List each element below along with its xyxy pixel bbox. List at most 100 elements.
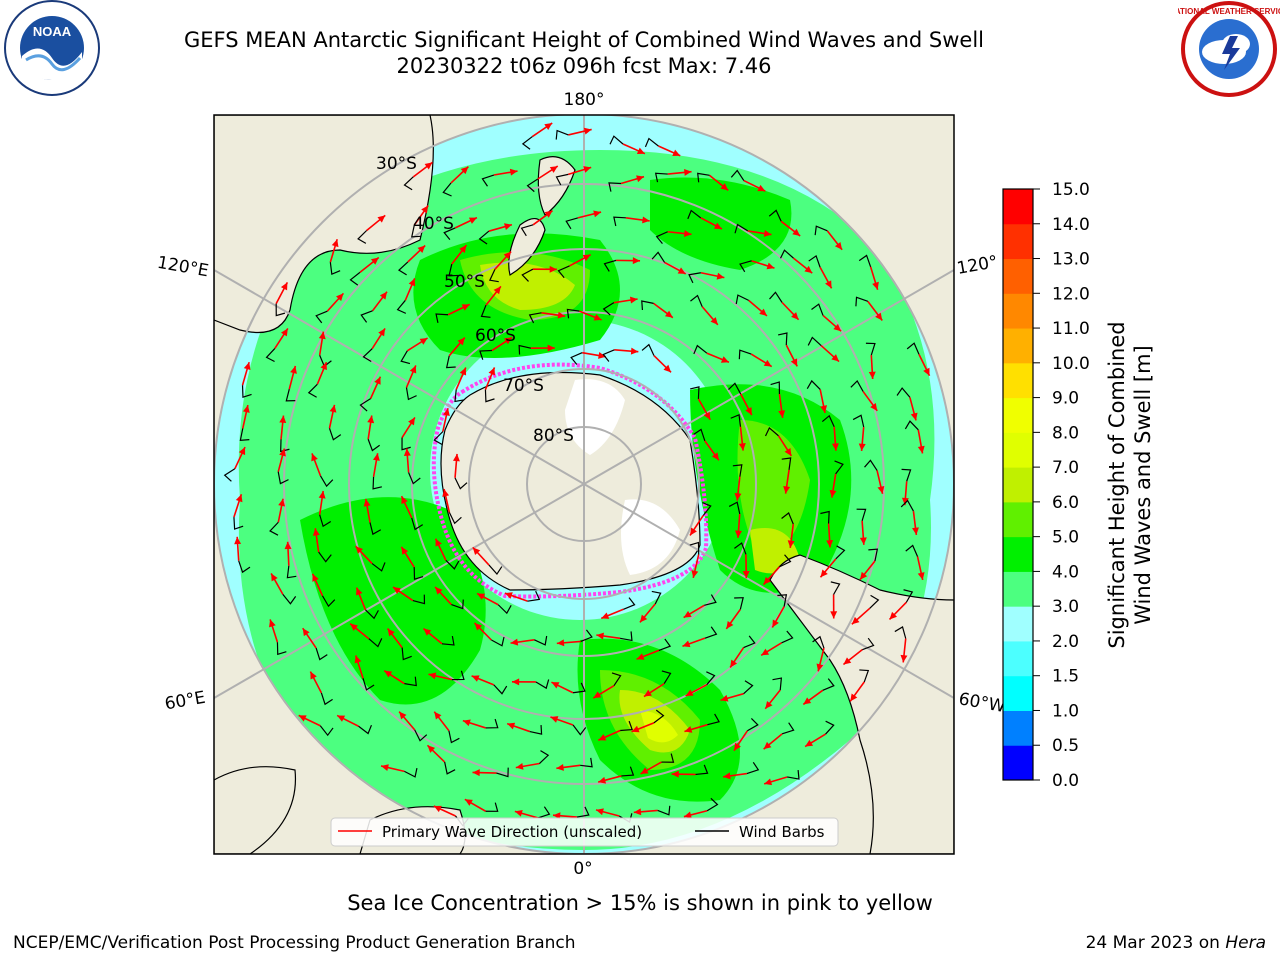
wave-direction-arrowhead <box>820 405 827 413</box>
wind-barb <box>695 764 709 776</box>
wave-direction-arrowhead <box>549 166 558 173</box>
wind-barb <box>822 678 835 691</box>
wave-direction-arrowhead <box>387 628 395 637</box>
colorbar-bin <box>1003 258 1033 294</box>
wind-barb <box>371 562 386 572</box>
footer-machine: Hera <box>1225 933 1266 953</box>
wind-barb <box>565 217 578 230</box>
wind-barb <box>411 224 421 238</box>
wave-direction-arrowhead <box>290 365 297 374</box>
wind-barb <box>779 249 794 259</box>
wave-direction-arrowhead <box>830 611 838 619</box>
wind-barb <box>537 806 551 819</box>
colorbar-bin <box>1003 745 1033 781</box>
wave-direction-arrowhead <box>243 362 251 371</box>
wind-barb <box>707 713 720 726</box>
wave-direction-arrowhead <box>504 592 513 599</box>
wave-direction-arrowhead <box>636 147 645 154</box>
colorbar-tick-label: 0.5 <box>1052 736 1079 756</box>
wind-barb <box>413 567 424 580</box>
wave-direction-arrowhead <box>826 540 834 548</box>
wave-direction-arrowhead <box>318 490 326 499</box>
wave-direction-arrowhead <box>477 593 486 600</box>
wave-direction-arrowhead <box>820 569 828 578</box>
wave-direction-arrowhead <box>515 762 524 770</box>
wave-direction-arrowhead <box>833 323 842 332</box>
wave-direction-arrowhead <box>583 127 592 135</box>
wind-barb <box>654 172 668 183</box>
wind-barb <box>319 514 332 528</box>
wave-direction-arrowhead <box>683 610 692 618</box>
wave-direction-arrowhead <box>435 586 443 595</box>
wave-direction-arrowhead <box>459 367 467 376</box>
wave-direction-arrowhead <box>745 407 752 416</box>
noaa-logo: NOAA <box>4 0 100 96</box>
wave-direction-arrowhead <box>778 410 786 418</box>
wave-direction-arrowhead <box>734 742 741 751</box>
wave-direction-arrowhead <box>234 536 242 545</box>
wave-direction-arrowhead <box>549 265 557 273</box>
wind-barb <box>770 381 781 395</box>
colorbar-tick-label: 10.0 <box>1052 354 1090 374</box>
colorbar-tick-label: 1.0 <box>1052 701 1079 721</box>
wind-barb <box>806 379 821 390</box>
wind-barb <box>856 508 867 522</box>
wave-direction-arrowhead <box>923 367 930 376</box>
wind-barb <box>357 230 368 244</box>
wave-direction-arrowhead <box>803 697 812 705</box>
wave-direction-arrowhead <box>435 538 442 547</box>
wind-barb <box>285 389 296 402</box>
wind-barb <box>781 457 792 470</box>
wave-direction-arrowhead <box>663 364 672 373</box>
wind-barb <box>653 709 665 724</box>
wave-direction-arrowhead <box>643 689 652 697</box>
colorbar-bin <box>1003 467 1033 503</box>
wind-barb <box>368 638 383 648</box>
wave-direction-arrowhead <box>384 670 393 678</box>
wave-direction-arrowhead <box>311 453 318 462</box>
wind-barb <box>608 182 622 192</box>
wind-barb <box>315 310 328 324</box>
wind-barb <box>404 676 417 687</box>
wind-barb <box>811 303 824 316</box>
wave-direction-arrowhead <box>734 492 742 501</box>
wave-direction-arrowhead <box>735 530 742 538</box>
wind-barb <box>644 137 659 148</box>
colorbar-bin <box>1003 223 1033 260</box>
wind-barb <box>485 802 499 812</box>
wave-direction-arrowhead <box>593 210 602 218</box>
wave-direction-arrowhead <box>630 347 639 355</box>
wind-barb <box>403 176 414 191</box>
wind-barb <box>787 770 800 780</box>
wave-direction-arrowhead <box>684 168 692 176</box>
chart-title: GEFS MEAN Antarctic Significant Height o… <box>183 28 985 52</box>
colorbar-bin <box>1003 640 1033 677</box>
wave-direction-arrowhead <box>858 443 866 451</box>
lat-label-60s: 60°S <box>475 326 516 346</box>
wind-barb <box>812 635 825 649</box>
wave-direction-arrowhead <box>787 540 795 548</box>
wind-barb <box>901 468 912 482</box>
wave-direction-arrowhead <box>547 344 555 352</box>
legend-wave-label: Primary Wave Direction (unscaled) <box>382 823 642 841</box>
wave-direction-arrowhead <box>901 497 909 506</box>
wave-direction-arrowhead <box>872 281 879 290</box>
colorbar-tick-label: 7.0 <box>1052 458 1079 478</box>
wind-barb <box>521 268 534 282</box>
wave-direction-arrowhead <box>831 354 840 362</box>
wave-direction-arrowhead <box>601 612 610 619</box>
map-frame <box>213 114 955 855</box>
wave-direction-arrowhead <box>631 725 640 733</box>
wind-barb <box>641 300 654 311</box>
wind-barb <box>825 720 835 735</box>
nws-logo: NATIONAL WEATHER SERVICE <box>1178 1 1280 97</box>
wind-barb <box>781 512 794 525</box>
wave-direction-arrowhead <box>370 257 379 265</box>
wave-direction-arrowhead <box>556 639 565 647</box>
wind-barb <box>830 581 841 595</box>
wind-barb <box>704 594 717 606</box>
wave-direction-arrowhead <box>633 808 642 816</box>
wind-barb <box>280 439 290 453</box>
wind-barb <box>488 564 503 576</box>
